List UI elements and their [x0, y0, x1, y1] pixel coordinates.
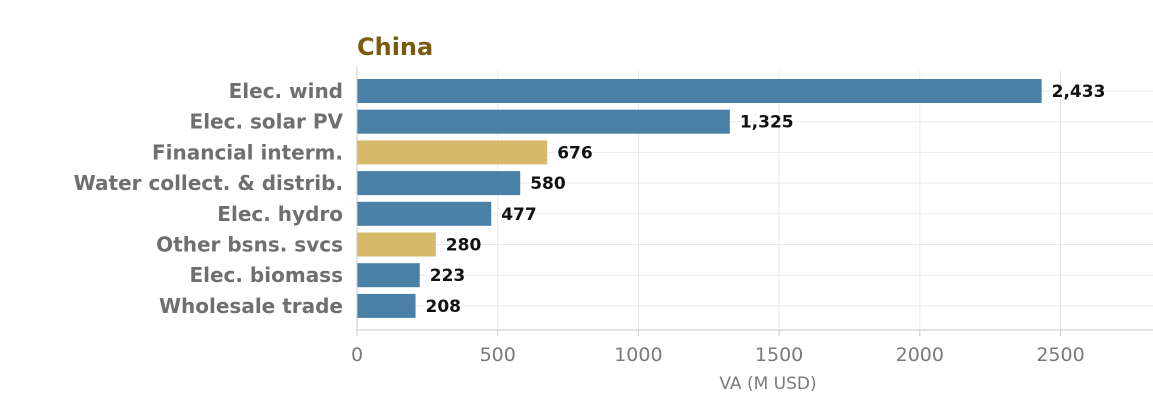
x-axis: 0 500 1000 1500 2000 2500: [351, 67, 1153, 366]
value-label-4: 477: [501, 205, 536, 225]
value-label-1: 1,325: [740, 113, 794, 133]
grid: [357, 70, 1153, 330]
value-label-7: 208: [426, 297, 462, 317]
x-axis-label: VA (M USD): [719, 374, 816, 394]
category-label-1: Elec. solar PV: [190, 110, 344, 134]
bar-3: [357, 171, 521, 196]
category-label-5: Other bsns. svcs: [156, 233, 343, 257]
category-label-0: Elec. wind: [229, 79, 343, 103]
bar-0: [357, 79, 1042, 103]
category-label-4: Elec. hydro: [217, 202, 343, 226]
category-label-6: Elec. biomass: [189, 263, 343, 287]
bar-2: [357, 140, 548, 165]
bar-6: [357, 263, 420, 288]
bar-7: [357, 293, 416, 318]
value-labels: 2,433 1,325 676 580 477 280 223 208: [426, 82, 1106, 317]
value-label-5: 280: [446, 236, 482, 256]
x-tick-label-5: 2500: [1036, 344, 1084, 366]
x-tick-label-4: 2000: [896, 344, 944, 366]
value-label-6: 223: [430, 266, 466, 286]
x-tick-label-2: 1000: [614, 344, 662, 366]
bars: [357, 79, 1042, 318]
category-label-3: Water collect. & distrib.: [74, 171, 343, 195]
bar-4: [357, 201, 492, 226]
bar-1: [357, 109, 730, 134]
chart-title: China: [357, 33, 433, 61]
value-label-2: 676: [557, 143, 593, 163]
bar-5: [357, 232, 436, 257]
category-label-7: Wholesale trade: [159, 294, 343, 318]
x-tick-label-0: 0: [351, 344, 363, 366]
category-labels: Elec. wind Elec. solar PV Financial interm…: [74, 79, 344, 318]
x-tick-label-1: 500: [480, 344, 516, 366]
value-label-3: 580: [530, 174, 566, 194]
category-label-2: Financial interm.: [152, 140, 343, 164]
x-tick-label-3: 1500: [755, 344, 803, 366]
value-label-0: 2,433: [1052, 82, 1106, 102]
